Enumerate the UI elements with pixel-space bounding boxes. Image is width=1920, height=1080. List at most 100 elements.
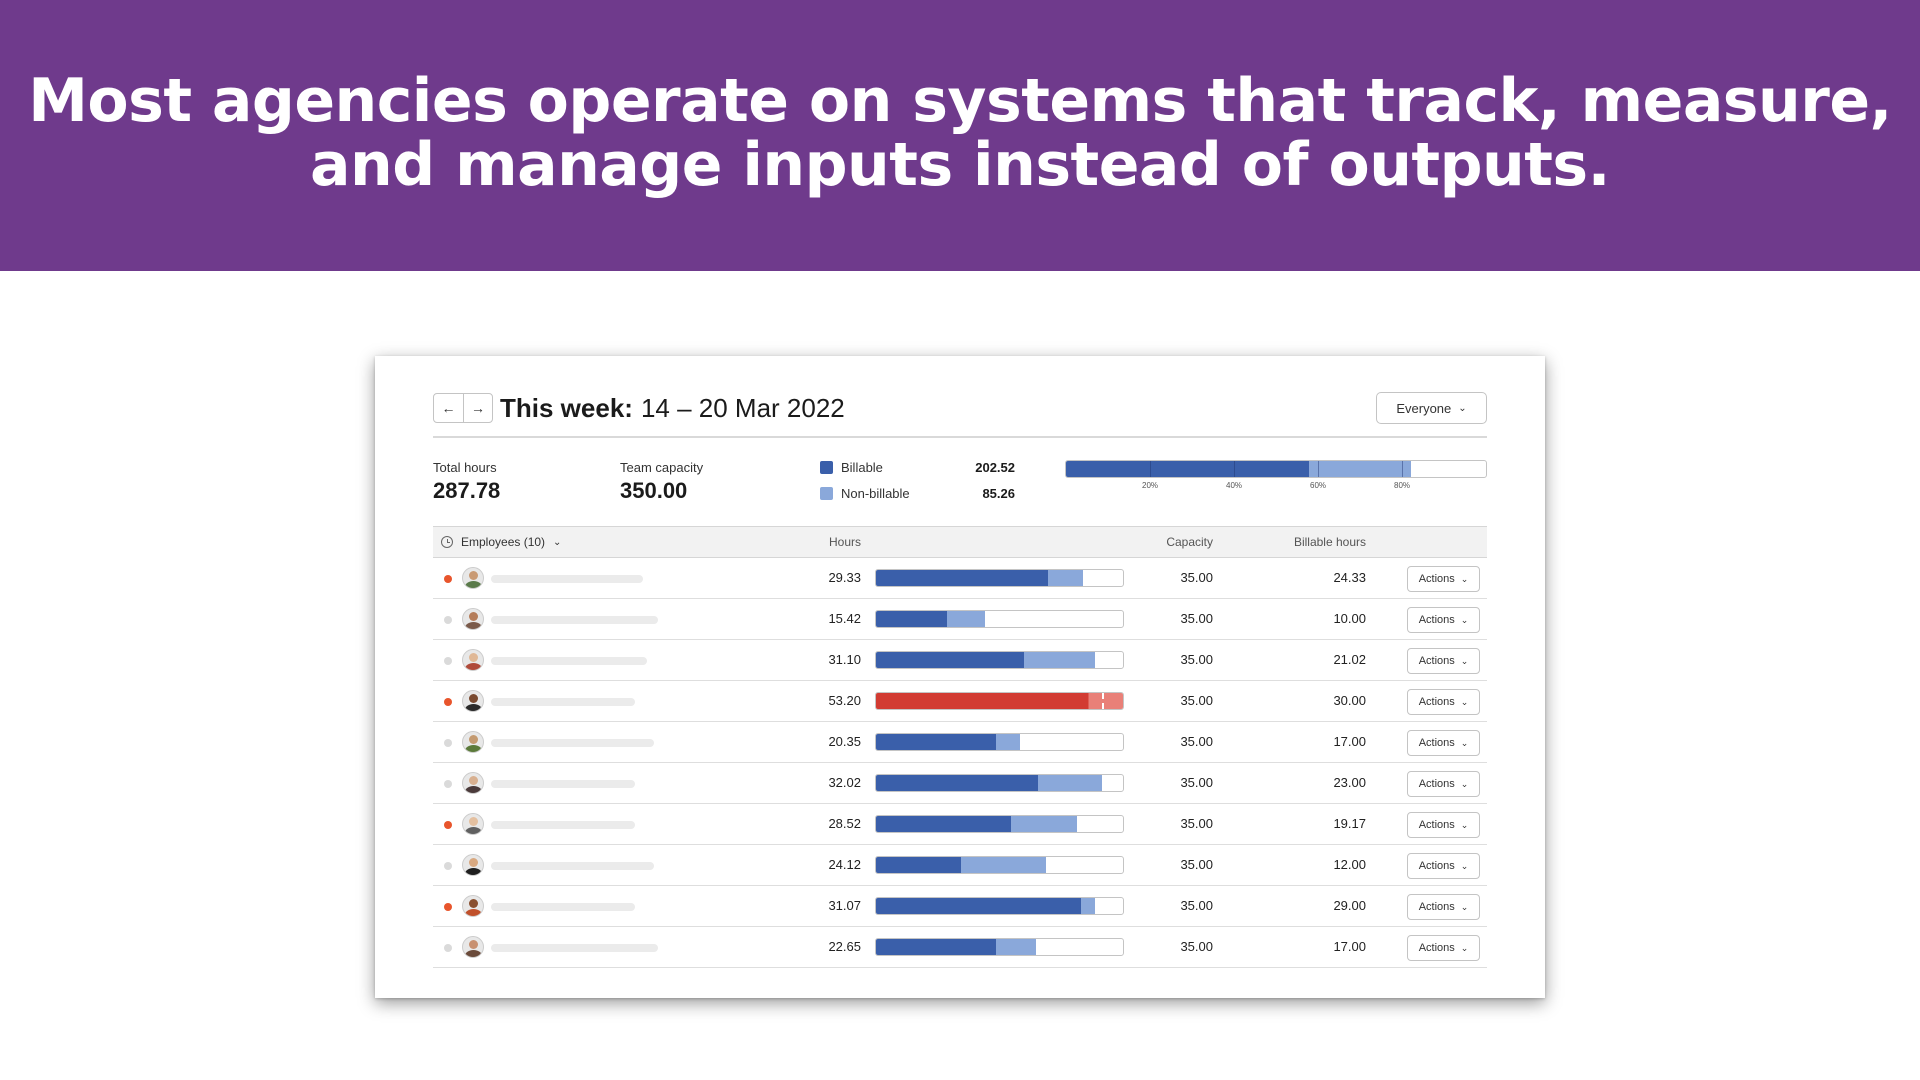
non-billable-segment xyxy=(946,611,985,627)
billable-hours-value: 10.00 xyxy=(1333,611,1366,626)
employee-name-placeholder xyxy=(491,575,643,583)
actions-button[interactable]: Actions ⌄ xyxy=(1407,894,1480,920)
chevron-down-icon: ⌄ xyxy=(1460,860,1469,871)
table-row[interactable]: 22.65 35.00 17.00 Actions ⌄ xyxy=(433,927,1487,968)
avatar-body xyxy=(465,868,482,875)
hours-bar xyxy=(875,569,1124,587)
table-row[interactable]: 29.33 35.00 24.33 Actions ⌄ xyxy=(433,558,1487,599)
billable-hours-value: 19.17 xyxy=(1333,816,1366,831)
header-divider xyxy=(433,436,1487,438)
table-row[interactable]: 32.02 35.00 23.00 Actions ⌄ xyxy=(433,763,1487,804)
actions-button[interactable]: Actions ⌄ xyxy=(1407,689,1480,715)
legend-non-billable: Non-billable xyxy=(820,486,910,501)
table-row[interactable]: 24.12 35.00 12.00 Actions ⌄ xyxy=(433,845,1487,886)
employee-name-placeholder xyxy=(491,944,659,952)
actions-button[interactable]: Actions ⌄ xyxy=(1407,935,1480,961)
table-row[interactable]: 31.10 35.00 21.02 Actions ⌄ xyxy=(433,640,1487,681)
chevron-down-icon: ⌄ xyxy=(1460,573,1469,584)
capacity-value: 35.00 xyxy=(1180,734,1213,749)
non-billable-value: 85.26 xyxy=(982,486,1015,501)
actions-button[interactable]: Actions ⌄ xyxy=(1407,648,1480,674)
table-row[interactable]: 20.35 35.00 17.00 Actions ⌄ xyxy=(433,722,1487,763)
hours-value: 29.33 xyxy=(828,570,861,585)
team-capacity-value: 350.00 xyxy=(620,478,688,503)
status-dot xyxy=(444,616,452,624)
avatar-body xyxy=(465,950,482,957)
capacity-value: 35.00 xyxy=(1180,570,1213,585)
headline-line-1: Most agencies operate on systems that tr… xyxy=(28,65,1892,136)
billable-segment xyxy=(1066,461,1309,477)
chevron-down-icon: ⌄ xyxy=(1460,942,1469,953)
actions-button[interactable]: Actions ⌄ xyxy=(1407,607,1480,633)
non-billable-segment xyxy=(1080,898,1096,914)
billable-hours-value: 17.00 xyxy=(1333,734,1366,749)
chevron-down-icon: ⌄ xyxy=(1460,737,1469,748)
week-range: 14 – 20 Mar 2022 xyxy=(640,392,845,423)
billable-segment xyxy=(876,734,996,750)
legend-billable: Billable xyxy=(820,460,883,475)
status-dot xyxy=(444,821,452,829)
hours-value: 31.10 xyxy=(828,652,861,667)
avatar-head xyxy=(469,653,478,662)
avatar xyxy=(462,813,484,835)
billable-hours-value: 30.00 xyxy=(1333,693,1366,708)
non-billable-segment xyxy=(995,734,1020,750)
hours-header: Hours xyxy=(828,535,861,549)
avatar-body xyxy=(465,827,482,834)
actions-button[interactable]: Actions ⌄ xyxy=(1407,812,1480,838)
avatar-head xyxy=(469,694,478,703)
avatar xyxy=(462,854,484,876)
actions-label: Actions xyxy=(1418,696,1455,708)
actions-button[interactable]: Actions ⌄ xyxy=(1407,853,1480,879)
hours-bar xyxy=(875,897,1124,915)
employee-name-placeholder xyxy=(491,903,636,911)
status-dot xyxy=(444,862,452,870)
table-row[interactable]: 28.52 35.00 19.17 Actions ⌄ xyxy=(433,804,1487,845)
utilization-tick-label: 20% xyxy=(1141,481,1159,490)
filter-dropdown[interactable]: Everyone ⌄ xyxy=(1376,392,1487,424)
actions-button[interactable]: Actions ⌄ xyxy=(1407,771,1480,797)
hours-bar xyxy=(875,815,1124,833)
billable-value: 202.52 xyxy=(975,460,1015,475)
avatar xyxy=(462,608,484,630)
billable-swatch xyxy=(820,461,833,474)
avatar-body xyxy=(465,786,482,793)
utilization-tick-label: 80% xyxy=(1393,481,1411,490)
avatar-body xyxy=(465,909,482,916)
non-billable-segment xyxy=(1011,816,1078,832)
actions-button[interactable]: Actions ⌄ xyxy=(1407,730,1480,756)
avatar xyxy=(462,731,484,753)
utilization-tick xyxy=(1318,461,1319,477)
arrow-left-icon[interactable]: ← xyxy=(441,400,456,416)
capacity-value: 35.00 xyxy=(1180,898,1213,913)
hours-value: 32.02 xyxy=(828,775,861,790)
avatar xyxy=(462,936,484,958)
arrow-right-icon[interactable]: → xyxy=(463,394,492,422)
team-capacity-label: Team capacity xyxy=(620,460,704,475)
avatar-body xyxy=(465,622,482,629)
employees-filter[interactable]: Employees (10) ⌄ xyxy=(441,535,561,549)
billable-segment xyxy=(876,898,1081,914)
avatar-body xyxy=(465,704,482,711)
avatar-body xyxy=(465,581,482,588)
hours-bar xyxy=(875,651,1124,669)
billable-segment xyxy=(876,857,961,873)
chevron-down-icon: ⌄ xyxy=(1460,696,1469,707)
hours-bar xyxy=(875,733,1124,751)
capacity-value: 35.00 xyxy=(1180,939,1213,954)
actions-label: Actions xyxy=(1418,860,1455,872)
hours-bar xyxy=(875,610,1124,628)
actions-label: Actions xyxy=(1418,655,1455,667)
capacity-value: 35.00 xyxy=(1180,857,1213,872)
non-billable-swatch xyxy=(820,487,833,500)
actions-button[interactable]: Actions ⌄ xyxy=(1407,566,1480,592)
table-row[interactable]: 53.20 35.00 30.00 Actions ⌄ xyxy=(433,681,1487,722)
chevron-down-icon: ⌄ xyxy=(1458,402,1467,414)
table-row[interactable]: 31.07 35.00 29.00 Actions ⌄ xyxy=(433,886,1487,927)
actions-label: Actions xyxy=(1418,942,1455,954)
billable-label: Billable xyxy=(841,460,883,475)
chevron-down-icon: ⌄ xyxy=(1460,778,1469,789)
employees-header: Employees (10) xyxy=(461,535,546,549)
table-row[interactable]: 15.42 35.00 10.00 Actions ⌄ xyxy=(433,599,1487,640)
avatar-head xyxy=(469,776,478,785)
